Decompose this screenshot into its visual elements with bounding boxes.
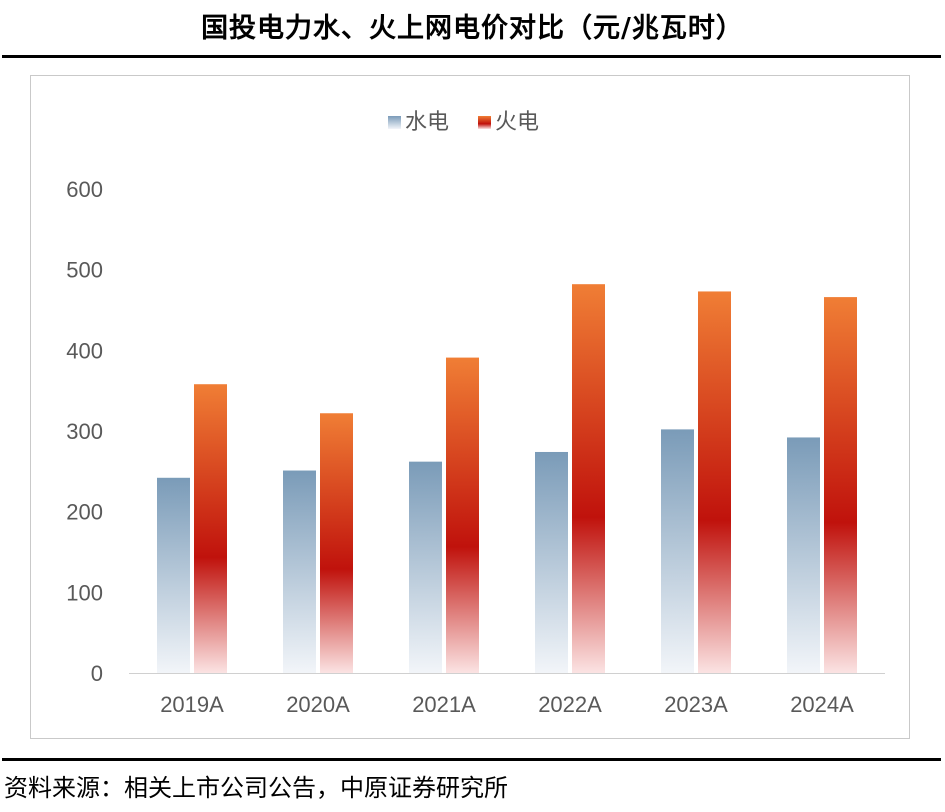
y-tick-label: 100 bbox=[66, 580, 103, 605]
chart-title: 国投电力水、火上网电价对比（元/兆瓦时） bbox=[201, 13, 744, 44]
y-tick-label: 0 bbox=[91, 661, 103, 686]
bar-chart: 水电 火电 0 100 200 300 400 500 600 2019A 2020A 2021A… bbox=[66, 110, 885, 717]
y-tick-label: 300 bbox=[66, 419, 103, 444]
x-tick-label: 2022A bbox=[538, 692, 602, 717]
source-note: 资料来源：相关上市公司公告，中原证券研究所 bbox=[4, 774, 508, 802]
bar-thermal-2021A bbox=[446, 357, 479, 673]
legend: 水电 火电 bbox=[388, 110, 539, 135]
x-axis: 2019A 2020A 2021A 2022A 2023A 2024A bbox=[129, 673, 885, 717]
chart-frame: 水电 火电 0 100 200 300 400 500 600 2019A 2020A 2021A… bbox=[30, 75, 910, 739]
bar-thermal-2019A bbox=[194, 384, 227, 673]
top-divider bbox=[2, 55, 941, 58]
legend-hydro-swatch bbox=[388, 116, 401, 129]
y-tick-label: 600 bbox=[66, 177, 103, 202]
bar-thermal-2020A bbox=[320, 413, 353, 673]
bars-group bbox=[157, 284, 857, 673]
y-tick-label: 400 bbox=[66, 338, 103, 363]
legend-thermal: 火电 bbox=[478, 110, 539, 135]
bar-hydro-2020A bbox=[283, 470, 316, 673]
bar-hydro-2024A bbox=[787, 437, 820, 673]
x-tick-label: 2024A bbox=[790, 692, 854, 717]
bar-hydro-2022A bbox=[535, 451, 568, 673]
x-tick-label: 2020A bbox=[286, 692, 350, 717]
legend-hydro: 水电 bbox=[388, 110, 449, 135]
bar-thermal-2024A bbox=[824, 297, 857, 673]
legend-thermal-label: 火电 bbox=[495, 110, 539, 135]
bar-thermal-2023A bbox=[698, 291, 731, 673]
y-tick-label: 200 bbox=[66, 500, 103, 525]
bar-thermal-2022A bbox=[572, 284, 605, 673]
bar-hydro-2019A bbox=[157, 477, 190, 673]
legend-thermal-swatch bbox=[478, 116, 491, 129]
y-tick-label: 500 bbox=[66, 258, 103, 283]
bottom-divider bbox=[2, 758, 941, 761]
x-tick-label: 2023A bbox=[664, 692, 728, 717]
bar-hydro-2021A bbox=[409, 461, 442, 673]
y-axis: 0 100 200 300 400 500 600 bbox=[66, 177, 103, 686]
x-tick-label: 2019A bbox=[160, 692, 224, 717]
x-tick-label: 2021A bbox=[412, 692, 476, 717]
bar-hydro-2023A bbox=[661, 429, 694, 673]
legend-hydro-label: 水电 bbox=[405, 110, 449, 135]
